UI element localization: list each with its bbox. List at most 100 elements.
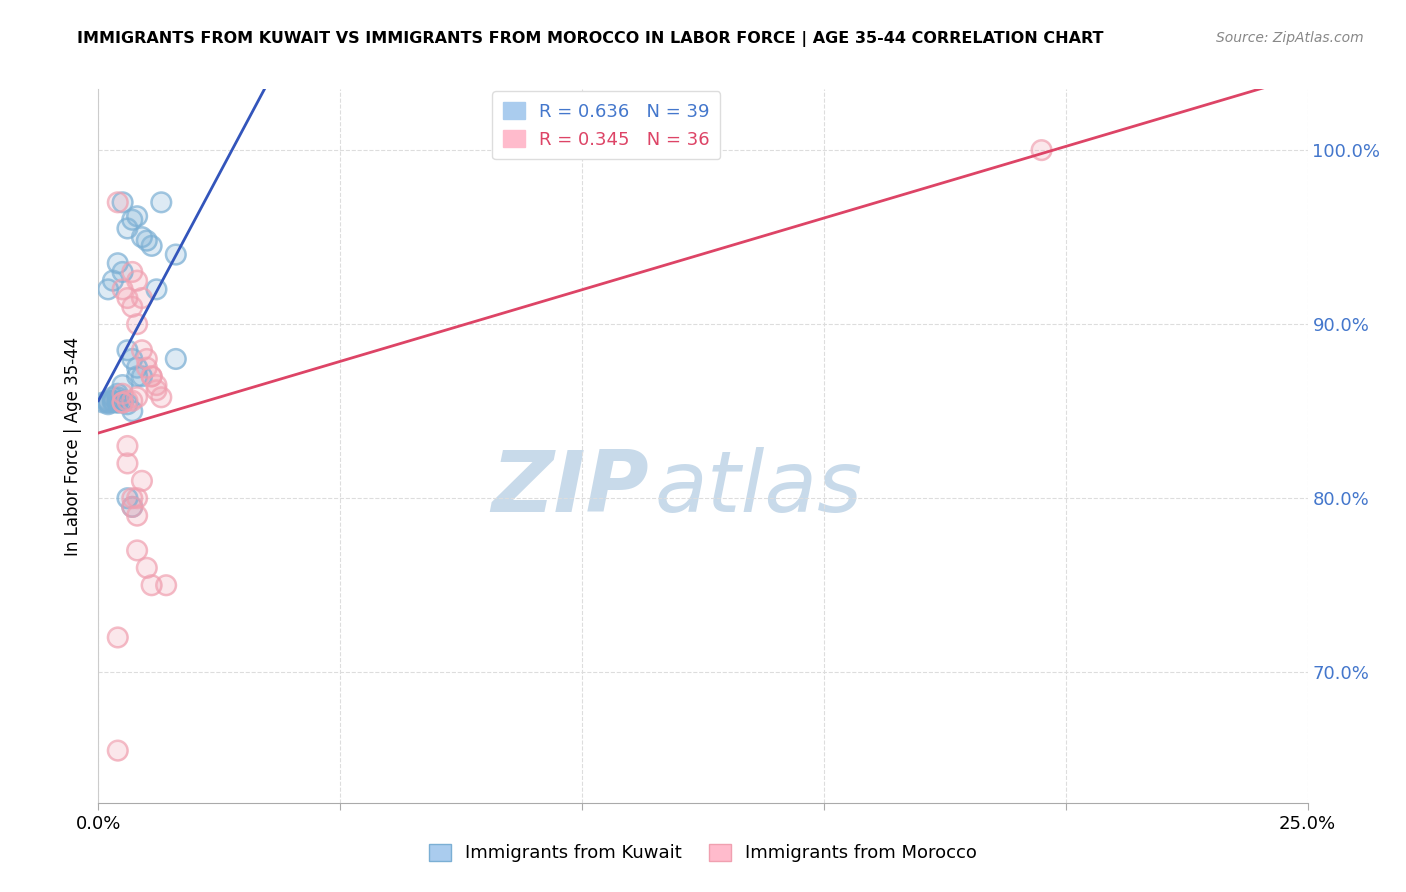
Point bbox=[135, 360, 157, 375]
Point bbox=[141, 239, 163, 253]
Point bbox=[131, 291, 153, 305]
Point bbox=[131, 474, 153, 488]
Point bbox=[111, 195, 134, 210]
Point bbox=[97, 397, 120, 411]
Point bbox=[127, 390, 149, 404]
Point bbox=[121, 491, 143, 506]
Point bbox=[141, 369, 163, 384]
Point bbox=[107, 743, 129, 757]
Point bbox=[155, 578, 177, 592]
Point bbox=[117, 439, 139, 453]
Point bbox=[127, 274, 149, 288]
Point bbox=[107, 256, 129, 270]
Point bbox=[127, 360, 149, 375]
Point bbox=[135, 561, 157, 575]
Point bbox=[117, 397, 139, 411]
Point bbox=[107, 395, 129, 409]
Point bbox=[117, 439, 139, 453]
Text: Source: ZipAtlas.com: Source: ZipAtlas.com bbox=[1216, 31, 1364, 45]
Point bbox=[107, 256, 129, 270]
Point bbox=[117, 397, 139, 411]
Point bbox=[117, 221, 139, 235]
Point bbox=[111, 395, 134, 409]
Point bbox=[97, 282, 120, 296]
Point bbox=[127, 209, 149, 223]
Point bbox=[121, 491, 143, 506]
Point bbox=[107, 386, 129, 401]
Point bbox=[97, 393, 120, 408]
Point bbox=[1031, 143, 1053, 157]
Point bbox=[121, 393, 143, 408]
Point bbox=[107, 395, 129, 409]
Point bbox=[150, 390, 173, 404]
Point bbox=[145, 384, 167, 398]
Point bbox=[107, 195, 129, 210]
Point bbox=[131, 343, 153, 358]
Point bbox=[107, 386, 129, 401]
Point bbox=[121, 393, 143, 408]
Point bbox=[117, 343, 139, 358]
Point bbox=[131, 230, 153, 244]
Point bbox=[150, 390, 173, 404]
Text: IMMIGRANTS FROM KUWAIT VS IMMIGRANTS FROM MOROCCO IN LABOR FORCE | AGE 35-44 COR: IMMIGRANTS FROM KUWAIT VS IMMIGRANTS FRO… bbox=[77, 31, 1104, 47]
Point bbox=[165, 247, 187, 261]
Point bbox=[135, 351, 157, 366]
Point bbox=[97, 395, 120, 409]
Point bbox=[111, 265, 134, 279]
Point bbox=[111, 282, 134, 296]
Point bbox=[141, 578, 163, 592]
Point bbox=[111, 395, 134, 409]
Point bbox=[97, 395, 120, 409]
Point bbox=[117, 291, 139, 305]
Point bbox=[101, 390, 124, 404]
Point bbox=[97, 395, 120, 409]
Point bbox=[131, 291, 153, 305]
Point bbox=[131, 474, 153, 488]
Point bbox=[111, 395, 134, 409]
Point bbox=[101, 390, 124, 404]
Y-axis label: In Labor Force | Age 35-44: In Labor Force | Age 35-44 bbox=[65, 336, 83, 556]
Point bbox=[111, 195, 134, 210]
Point bbox=[101, 393, 124, 408]
Point bbox=[101, 274, 124, 288]
Point bbox=[121, 351, 143, 366]
Point bbox=[141, 369, 163, 384]
Point bbox=[117, 457, 139, 471]
Point bbox=[131, 369, 153, 384]
Point bbox=[101, 393, 124, 408]
Point bbox=[107, 390, 129, 404]
Point bbox=[111, 393, 134, 408]
Point bbox=[111, 378, 134, 392]
Point bbox=[127, 209, 149, 223]
Point bbox=[165, 351, 187, 366]
Point bbox=[111, 395, 134, 409]
Point bbox=[121, 500, 143, 514]
Point bbox=[107, 631, 129, 645]
Point bbox=[117, 393, 139, 408]
Point bbox=[135, 561, 157, 575]
Point bbox=[91, 395, 114, 409]
Point bbox=[135, 351, 157, 366]
Point bbox=[127, 491, 149, 506]
Point bbox=[91, 395, 114, 409]
Legend: R = 0.636   N = 39, R = 0.345   N = 36: R = 0.636 N = 39, R = 0.345 N = 36 bbox=[492, 91, 720, 160]
Point bbox=[121, 300, 143, 314]
Point bbox=[145, 282, 167, 296]
Point bbox=[107, 395, 129, 409]
Point bbox=[150, 195, 173, 210]
Point bbox=[97, 395, 120, 409]
Point bbox=[127, 543, 149, 558]
Point bbox=[107, 390, 129, 404]
Point bbox=[111, 378, 134, 392]
Point bbox=[135, 234, 157, 248]
Point bbox=[117, 491, 139, 506]
Point bbox=[127, 491, 149, 506]
Point bbox=[135, 234, 157, 248]
Point bbox=[127, 369, 149, 384]
Point bbox=[155, 578, 177, 592]
Point bbox=[121, 351, 143, 366]
Point bbox=[165, 351, 187, 366]
Point bbox=[107, 395, 129, 409]
Point bbox=[127, 274, 149, 288]
Point bbox=[111, 386, 134, 401]
